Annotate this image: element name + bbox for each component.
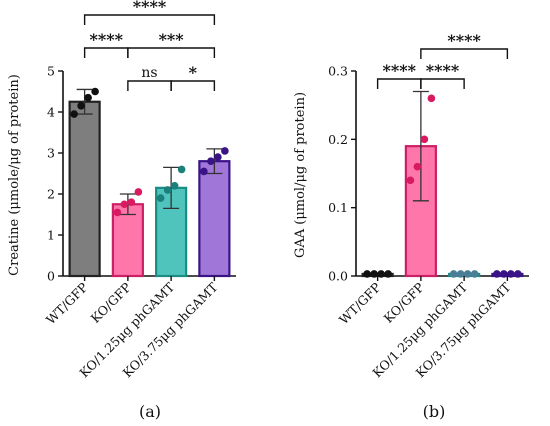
data-point xyxy=(463,270,472,278)
x-category-label: WT/GFP xyxy=(336,280,384,328)
data-point xyxy=(514,270,522,278)
y-axis-label: GAA (μmol/μg of protein) xyxy=(293,92,308,258)
y-tick-label: 0.3 xyxy=(328,64,348,79)
data-point xyxy=(163,186,172,194)
y-tick-label: 0.2 xyxy=(328,132,348,147)
significance-bracket xyxy=(420,78,465,89)
significance-bracket xyxy=(170,80,216,91)
significance-bracket xyxy=(376,78,422,89)
y-tick-label: 0.1 xyxy=(328,200,348,215)
data-point xyxy=(420,135,429,144)
data-point xyxy=(113,208,122,217)
y-tick-label: 2 xyxy=(47,187,55,202)
panel-label: (a) xyxy=(139,402,161,421)
data-point xyxy=(214,153,222,161)
data-point xyxy=(91,87,99,96)
data-point xyxy=(221,147,229,155)
y-tick-label: 1 xyxy=(47,228,55,243)
significance-label: **** xyxy=(426,61,460,80)
significance-bracket xyxy=(420,48,509,59)
data-point xyxy=(370,270,378,278)
significance-label: **** xyxy=(133,0,167,16)
data-point xyxy=(156,194,165,202)
bar xyxy=(198,160,231,278)
data-point xyxy=(177,165,186,174)
data-point xyxy=(377,270,385,278)
data-point xyxy=(70,110,78,118)
y-tick-label: 3 xyxy=(47,146,55,161)
data-point xyxy=(120,200,129,209)
y-tick-label: 0.0 xyxy=(328,269,348,284)
significance-bracket xyxy=(83,47,129,58)
data-point xyxy=(406,176,415,185)
significance-bracket xyxy=(127,80,172,91)
data-point xyxy=(493,270,501,278)
significance-label: ns xyxy=(141,65,157,81)
significance-bracket xyxy=(127,47,216,58)
panel-label: (b) xyxy=(423,402,446,421)
data-point xyxy=(456,270,465,278)
bar xyxy=(68,100,101,278)
x-category-label: WT/GFP xyxy=(43,280,91,328)
data-point xyxy=(127,198,136,206)
data-point xyxy=(413,162,422,171)
significance-label: *** xyxy=(159,30,185,49)
data-point xyxy=(207,157,215,165)
y-tick-label: 4 xyxy=(47,105,55,120)
data-point xyxy=(427,94,436,103)
significance-label: **** xyxy=(447,31,481,50)
data-point xyxy=(134,188,143,196)
y-tick-label: 0 xyxy=(47,269,55,284)
data-point xyxy=(500,270,508,278)
data-point xyxy=(384,270,392,278)
data-point xyxy=(200,167,208,176)
data-point xyxy=(507,270,515,278)
data-point xyxy=(363,270,371,278)
data-point xyxy=(449,270,458,278)
significance-bracket xyxy=(83,14,216,25)
significance-label: **** xyxy=(90,30,124,49)
data-point xyxy=(77,102,85,110)
data-point xyxy=(170,182,179,190)
y-axis-label: Creatine (μmole/μg of protein) xyxy=(7,74,22,276)
significance-label: **** xyxy=(383,61,417,80)
data-point xyxy=(470,270,479,278)
y-tick-label: 5 xyxy=(47,64,55,79)
data-point xyxy=(84,93,92,102)
significance-label: * xyxy=(189,63,198,82)
